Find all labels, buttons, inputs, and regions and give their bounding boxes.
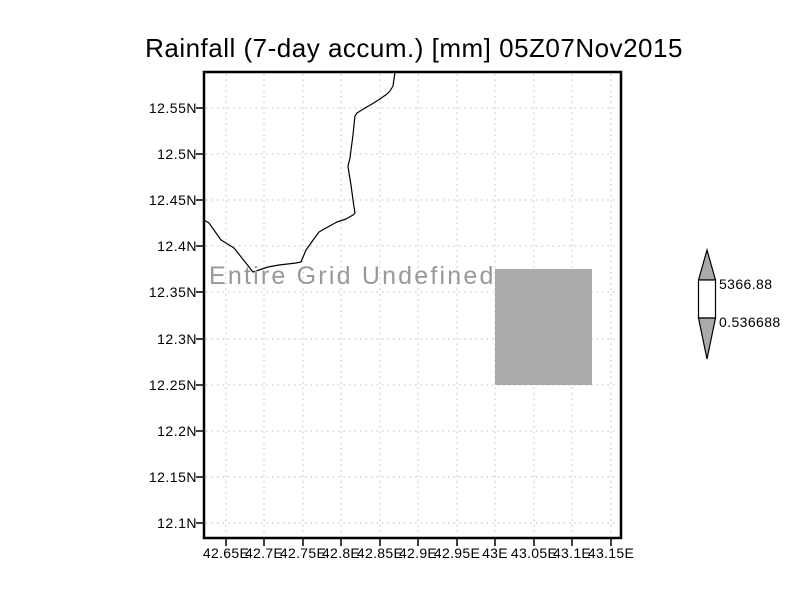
lon-tick-label: 42.95E <box>433 545 481 561</box>
lat-tick-label: 12.45N <box>148 192 197 208</box>
lon-tick-label: 43.15E <box>587 545 635 561</box>
coastline <box>203 71 396 273</box>
lon-tick-label: 42.75E <box>279 545 327 561</box>
lon-tick-label: 42.65E <box>202 545 250 561</box>
undefined-grid-message: Entire Grid Undefined <box>209 262 496 290</box>
longitude-ticks <box>225 539 612 546</box>
colorbar-down-arrow <box>697 317 717 360</box>
colorbar-min-label: 0.536688 <box>719 314 781 330</box>
colorbar <box>697 247 717 360</box>
lat-tick-label: 12.5N <box>157 146 197 162</box>
lon-tick-label: 43.1E <box>552 545 592 561</box>
colorbar-up-arrow <box>697 247 717 281</box>
shaded-data-cell <box>495 269 592 385</box>
lon-tick-label: 42.9E <box>398 545 438 561</box>
lat-tick-label: 12.55N <box>148 100 197 116</box>
lat-tick-label: 12.3N <box>157 331 197 347</box>
plot-title: Rainfall (7-day accum.) [mm] 05Z07Nov201… <box>145 33 683 63</box>
lon-tick-label: 43E <box>482 545 508 561</box>
lat-tick-label: 12.2N <box>157 423 197 439</box>
lon-tick-label: 43.05E <box>510 545 558 561</box>
lon-tick-label: 42.8E <box>321 545 361 561</box>
lat-tick-label: 12.15N <box>148 469 197 485</box>
map-frame <box>202 70 623 540</box>
latitude-ticks <box>196 107 203 524</box>
lat-tick-label: 12.1N <box>157 515 197 531</box>
lon-tick-label: 42.7E <box>244 545 284 561</box>
lat-tick-label: 12.35N <box>148 284 197 300</box>
lat-tick-label: 12.4N <box>157 238 197 254</box>
lon-tick-label: 42.85E <box>356 545 404 561</box>
lat-tick-label: 12.25N <box>148 377 197 393</box>
colorbar-box <box>697 279 717 319</box>
colorbar-max-label: 5366.88 <box>719 276 773 292</box>
